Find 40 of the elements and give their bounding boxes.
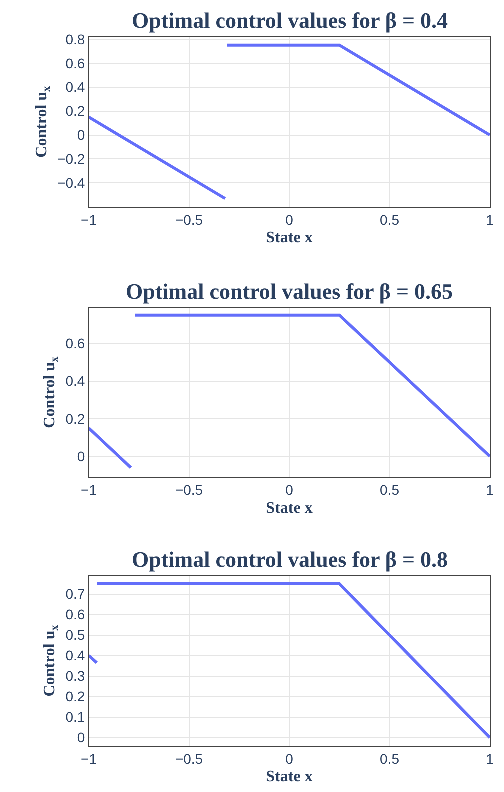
y-tick-label: 0 [77,448,86,464]
y-tick-label: 0.7 [66,586,86,602]
y-tick-label: 0.5 [66,627,86,644]
x-tick-label: −0.5 [175,482,204,498]
x-tick-label: 0.5 [380,482,400,498]
y-tick-label: 0.4 [66,79,86,96]
chart-title: Optimal control values for β = 0.65 [126,279,454,304]
y-tick-label: −0.2 [58,151,86,168]
x-tick-label: −1 [81,212,98,228]
y-tick-label: 0.6 [66,336,86,352]
x-axis-title: State x [266,230,313,247]
y-tick-label: 0.6 [66,55,86,72]
y-tick-label: 0.2 [66,103,86,120]
x-tick-label: 0 [286,482,294,498]
x-tick-label: 1 [486,750,494,767]
y-tick-label: 0 [77,730,86,746]
x-tick-label: −0.5 [175,212,204,228]
y-tick-label: 0.6 [66,606,86,623]
y-tick-label: 0.1 [66,709,86,726]
y-tick-label: 0.8 [66,31,86,48]
x-tick-label: 0 [286,212,294,228]
x-tick-label: −0.5 [175,750,204,767]
y-tick-label: −0.4 [58,175,86,192]
y-tick-label: 0.2 [66,410,86,427]
y-tick-label: 0 [77,127,86,144]
x-tick-label: 1 [486,482,494,498]
x-tick-label: 0 [286,750,294,767]
y-tick-label: 0.2 [66,688,86,705]
chart-title: Optimal control values for β = 0.8 [132,547,448,572]
x-tick-label: 1 [486,212,494,228]
x-tick-label: −1 [81,750,98,767]
x-tick-label: 0.5 [380,750,400,767]
x-tick-label: −1 [81,482,98,498]
y-tick-label: 0.4 [66,373,86,390]
x-axis-title: State x [266,768,313,786]
x-axis-title: State x [266,500,313,517]
chart-title: Optimal control values for β = 0.4 [132,8,448,33]
y-tick-label: 0.4 [66,648,86,664]
x-tick-label: 0.5 [380,212,400,228]
y-tick-label: 0.3 [66,668,86,684]
